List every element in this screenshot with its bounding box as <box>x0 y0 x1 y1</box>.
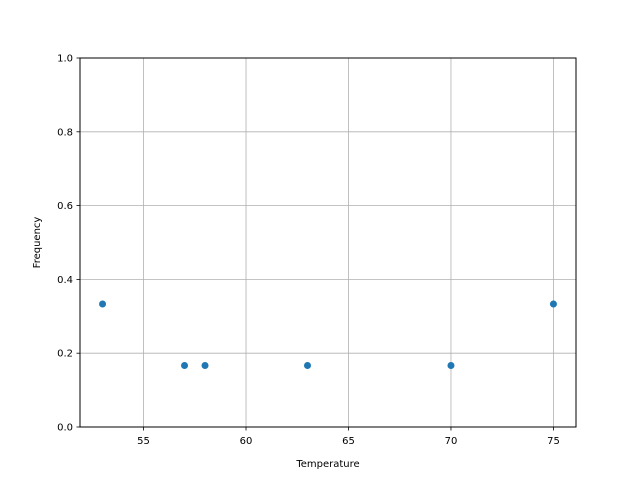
y-tick-label: 0.4 <box>57 275 73 286</box>
data-point <box>201 361 209 369</box>
x-tick-label: 60 <box>240 436 253 447</box>
x-tick-label: 55 <box>137 436 150 447</box>
grid-lines <box>80 57 576 428</box>
y-tick-label: 1.0 <box>57 54 73 65</box>
data-point <box>99 300 107 308</box>
data-point <box>549 300 557 308</box>
y-tick-label: 0.2 <box>57 349 73 360</box>
x-tick-label: 70 <box>445 436 458 447</box>
data-point <box>181 361 189 369</box>
y-tick-label: 0.8 <box>57 127 73 138</box>
x-axis-label: Temperature <box>295 459 359 470</box>
x-tick-label: 65 <box>342 436 355 447</box>
y-axis-ticks: 0.0 0.2 0.4 0.6 0.8 1.0 <box>57 54 80 434</box>
y-axis-label: Frequency <box>32 217 43 269</box>
x-tick-label: 75 <box>547 436 560 447</box>
data-point <box>447 361 455 369</box>
y-tick-label: 0.6 <box>57 201 73 212</box>
x-axis-ticks: 55 60 65 70 75 <box>137 427 560 447</box>
data-point <box>304 361 312 369</box>
data-points <box>99 300 557 369</box>
y-tick-label: 0.0 <box>57 423 73 434</box>
axes-frame <box>79 57 577 428</box>
